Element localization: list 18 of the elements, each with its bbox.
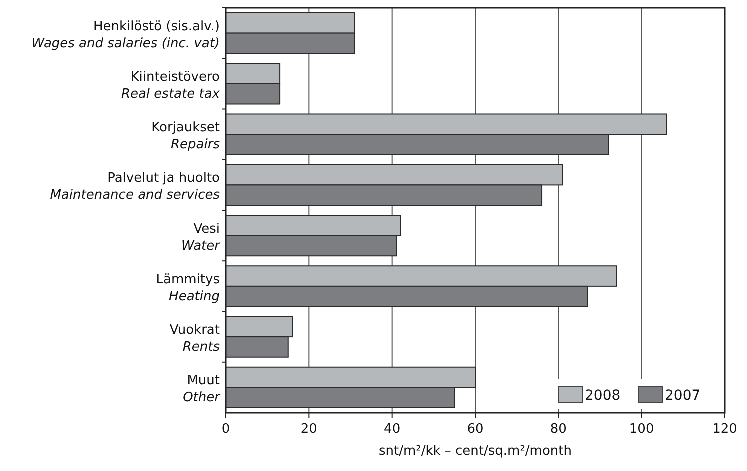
legend-label: 2008 [585,388,621,404]
y-tick-label: Palvelut ja huolto Maintenance and services [50,171,220,204]
legend-label: 2007 [665,388,701,404]
x-tick-label: 40 [384,422,401,437]
y-tick-label: Korjaukset Repairs [152,120,220,153]
x-tick-label: 0 [222,422,230,437]
x-tick-label: 120 [712,422,738,437]
y-tick-label: Muut Other [183,374,222,406]
y-tick-label: Henkilöstö (sis.alv.) Wages and salaries (inc. vat) [32,19,220,52]
y-tick-label: Vesi Water [181,222,222,254]
y-tick-label: Vuokrat Rents [170,323,220,356]
x-tick-label: 80 [550,422,567,437]
x-axis-title: snt/m²/kk – cent/sq.m²/month [378,444,572,459]
x-tick-label: 20 [300,422,318,437]
x-tick-label: 60 [467,422,484,437]
y-tick-label: Lämmitys Heating [156,272,220,304]
x-tick-label: 100 [629,422,654,437]
y-tick-label: Kiinteistövero Real estate tax [121,70,220,102]
